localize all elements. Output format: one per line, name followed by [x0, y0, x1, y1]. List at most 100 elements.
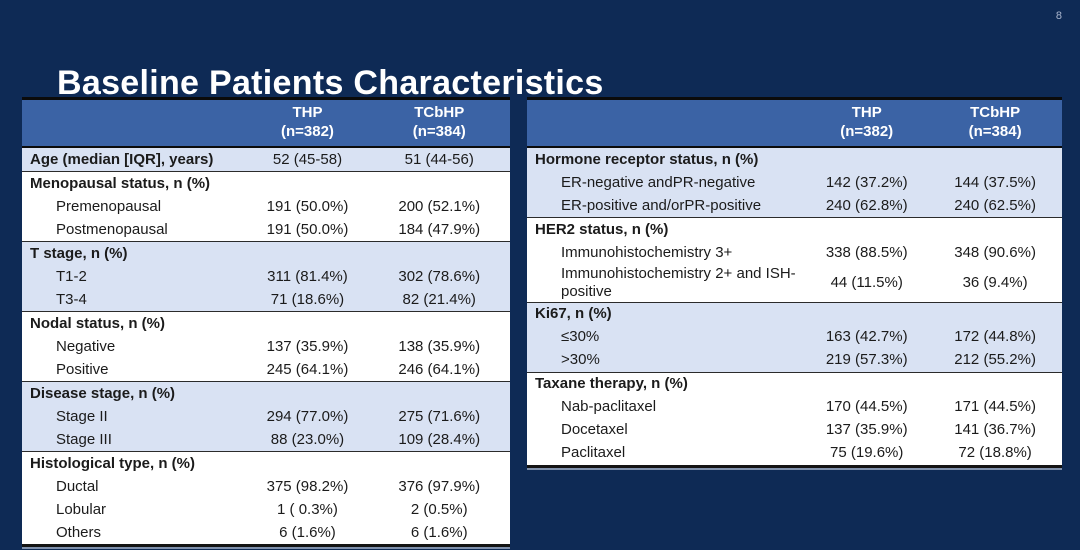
thp-value-cell: 170 (44.5%): [825, 398, 908, 416]
header-col-thp-n: (n=382): [280, 123, 334, 141]
thp-value-cell: 88 (23.0%): [270, 431, 345, 449]
thp-value-cell: 219 (57.3%): [825, 351, 908, 369]
group-header-row: Menopausal status, n (%): [22, 172, 510, 195]
table-row: T3-4 71 (18.6%) 82 (21.4%): [22, 288, 510, 311]
thp-value-cell: 163 (42.7%): [825, 328, 908, 346]
thp-value-cell: 1 ( 0.3%): [277, 501, 338, 519]
row-group: Hormone receptor status, n (%) ER-negativ…: [527, 148, 1062, 218]
row-label: ER-negative andPR-negative: [561, 174, 756, 192]
table-body: Age (median [IQR], years) 52 (45-58) 51 (4…: [22, 148, 510, 545]
tcbhp-value-cell: 275 (71.6%): [398, 408, 481, 426]
row-label: Negative: [56, 338, 116, 356]
table-row: Lobular 1 ( 0.3%) 2 (0.5%): [22, 498, 510, 521]
tcbhp-value-cell: 172 (44.8%): [954, 328, 1036, 346]
tcbhp-value-cell: 51 (44-56): [404, 151, 474, 169]
group-header-row: Nodal status, n (%): [22, 312, 510, 335]
tcbhp-value-cell: 246 (64.1%): [398, 361, 481, 379]
tcbhp-value-cell: 240 (62.5%): [954, 197, 1036, 215]
header-col-tcbhp-name: TCbHP: [970, 104, 1021, 121]
row-label: Immunohistochemistry 2+ and ISH-positive: [561, 265, 796, 301]
group-label: Histological type, n (%): [30, 455, 196, 473]
row-label: Paclitaxel: [561, 444, 626, 462]
table-row: Stage II 294 (77.0%) 275 (71.6%): [22, 405, 510, 428]
row-group: Nodal status, n (%) Negative 137 (35.9%) 13…: [22, 311, 510, 382]
tcbhp-value-cell: 72 (18.8%): [958, 444, 1032, 462]
row-label: ≤30%: [561, 328, 600, 346]
row-label: >30%: [561, 351, 600, 369]
table-row: Ductal 375 (98.2%) 376 (97.9%): [22, 475, 510, 498]
tcbhp-value-cell: 376 (97.9%): [398, 478, 481, 496]
group-label: Disease stage, n (%): [30, 385, 176, 403]
row-group: Age (median [IQR], years) 52 (45-58) 51 (4…: [22, 148, 510, 172]
table-header: THP (n=382) TCbHP (n=384): [527, 100, 1062, 149]
table-row: ER-negative andPR-negative 142 (37.2%) 144…: [527, 171, 1062, 194]
row-label: ER-positive and/orPR-positive: [561, 197, 762, 215]
thp-value-cell: 191 (50.0%): [266, 221, 349, 239]
group-header-row: HER2 status, n (%): [527, 218, 1062, 241]
row-group: Histological type, n (%) Ductal 375 (98.2%…: [22, 451, 510, 545]
tcbhp-value-cell: 171 (44.5%): [954, 398, 1036, 416]
thp-value-cell: 71 (18.6%): [270, 291, 345, 309]
table-row: >30% 219 (57.3%) 212 (55.2%): [527, 349, 1062, 372]
table-row: Immunohistochemistry 2+ and ISH-positive…: [527, 264, 1062, 301]
thp-value-cell: 6 (1.6%): [279, 524, 336, 542]
table-header: THP (n=382) TCbHP (n=384): [22, 100, 510, 149]
tcbhp-value-cell: 144 (37.5%): [954, 174, 1036, 192]
table-row: ER-positive and/orPR-positive 240 (62.8%)…: [527, 194, 1062, 217]
row-label: T1-2: [56, 268, 87, 286]
row-label: Others: [56, 524, 102, 542]
row-label: Nab-paclitaxel: [561, 398, 657, 416]
thp-value-cell: 44 (11.5%): [830, 274, 903, 292]
row-group: T stage, n (%) T1-2 311 (81.4%) 302 (78.6%)…: [22, 241, 510, 312]
table-row: ≤30% 163 (42.7%) 172 (44.8%): [527, 326, 1062, 349]
thp-value-cell: 294 (77.0%): [266, 408, 349, 426]
table-row: Immunohistochemistry 3+ 338 (88.5%) 348 (9…: [527, 241, 1062, 264]
thp-value-cell: 338 (88.5%): [825, 244, 908, 262]
row-label: Lobular: [56, 501, 107, 519]
table-body: Hormone receptor status, n (%) ER-negativ…: [527, 148, 1062, 465]
thp-value-cell: 240 (62.8%): [825, 197, 908, 215]
row-group: Disease stage, n (%) Stage II 294 (77.0%) 2…: [22, 381, 510, 452]
row-group: Taxane therapy, n (%) Nab-paclitaxel 170 (…: [527, 371, 1062, 465]
page-number: 8: [1055, 10, 1062, 22]
header-col-tcbhp-n: (n=384): [968, 123, 1022, 141]
header-empty-cell: [527, 103, 805, 141]
header-col-thp-name: THP: [292, 104, 323, 121]
table-row: Stage III 88 (23.0%) 109 (28.4%): [22, 428, 510, 451]
group-label: Ki67, n (%): [535, 305, 612, 323]
tcbhp-value-cell: 82 (21.4%): [402, 291, 476, 309]
table-row: Paclitaxel 75 (19.6%) 72 (18.8%): [527, 442, 1062, 465]
thp-value-cell: 245 (64.1%): [266, 361, 349, 379]
row-label: Postmenopausal: [56, 221, 168, 239]
tcbhp-value-cell: 302 (78.6%): [398, 268, 481, 286]
group-header-row: Hormone receptor status, n (%): [527, 148, 1062, 171]
thp-value-cell: 142 (37.2%): [825, 174, 908, 192]
header-col-tcbhp-name: TCbHP: [414, 104, 465, 121]
table-row: T1-2 311 (81.4%) 302 (78.6%): [22, 265, 510, 288]
group-label: Nodal status, n (%): [30, 315, 166, 333]
table-row: Positive 245 (64.1%) 246 (64.1%): [22, 358, 510, 381]
header-col-tcbhp-n: (n=384): [412, 123, 466, 141]
group-label: Age (median [IQR], years): [30, 151, 214, 169]
tcbhp-value-cell: 200 (52.1%): [398, 198, 481, 216]
header-col-thp-name: THP: [851, 104, 882, 121]
group-header-row: Histological type, n (%): [22, 452, 510, 475]
tcbhp-value-cell: 6 (1.6%): [410, 524, 468, 542]
row-group: Menopausal status, n (%) Premenopausal 191…: [22, 171, 510, 242]
table-row: Others 6 (1.6%) 6 (1.6%): [22, 521, 510, 544]
thp-value-cell: 375 (98.2%): [266, 478, 349, 496]
row-label: Stage II: [56, 408, 108, 426]
table-row: Nab-paclitaxel 170 (44.5%) 171 (44.5%): [527, 396, 1062, 419]
table-row: Docetaxel 137 (35.9%) 141 (36.7%): [527, 419, 1062, 442]
group-label: Menopausal status, n (%): [30, 175, 211, 193]
row-label: Stage III: [56, 431, 112, 449]
tcbhp-value-cell: 109 (28.4%): [398, 431, 481, 449]
table-row: Postmenopausal 191 (50.0%) 184 (47.9%): [22, 218, 510, 241]
thp-value-cell: 311 (81.4%): [267, 268, 348, 286]
row-label: Docetaxel: [561, 421, 628, 439]
thp-value-cell: 137 (35.9%): [825, 421, 908, 439]
header-col-thp: THP (n=382): [805, 103, 928, 141]
row-label: T3-4: [56, 291, 87, 309]
baseline-table-right: THP (n=382) TCbHP (n=384) Hormone recept…: [527, 97, 1062, 468]
